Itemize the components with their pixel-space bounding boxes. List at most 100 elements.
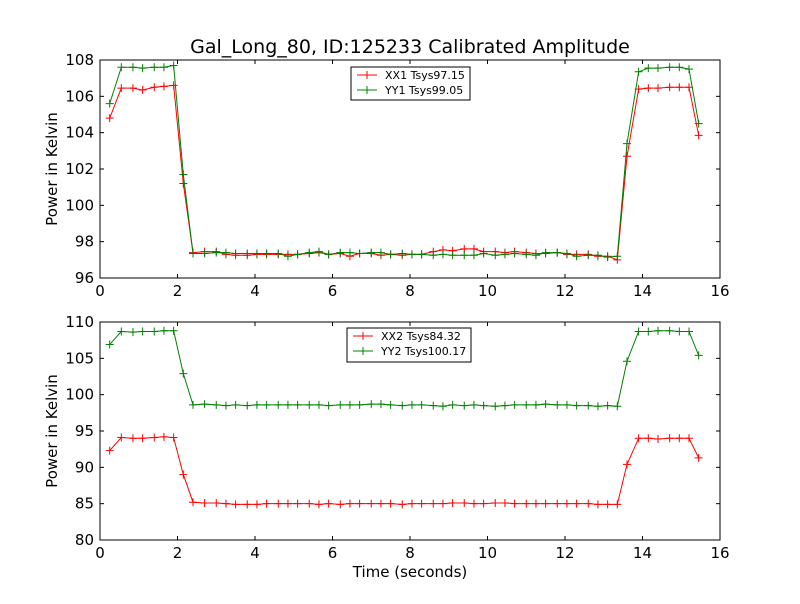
data-point [293,499,302,508]
data-point [345,499,354,508]
data-point [460,401,469,410]
data-point [386,499,395,508]
data-point [562,400,571,409]
data-point [367,400,376,409]
data-point [407,499,416,508]
data-point [105,446,114,455]
x-tick-label: 4 [250,282,260,300]
data-point [675,434,684,443]
legend-box [350,66,471,101]
data-point [231,500,240,509]
y-tick-label: 90 [75,458,94,476]
data-point [252,500,261,509]
data-point [623,460,631,469]
data-point [376,499,385,508]
data-point [417,499,426,508]
data-point [479,401,488,410]
x-tick-label: 8 [405,282,415,300]
legend-box [346,327,472,363]
data-point [159,63,168,72]
data-point [179,470,188,479]
data-point [634,434,643,443]
data-point [283,252,292,261]
data-point [138,434,147,443]
data-point [675,83,684,92]
x-tick-label: 14 [633,282,652,300]
data-point [189,400,197,409]
data-point [200,400,209,409]
data-point [138,64,147,73]
data-point [654,64,662,73]
data-point [105,99,114,108]
x-tick-label: 6 [328,282,338,300]
data-point [613,500,622,509]
data-point [274,499,283,508]
data-point [324,499,333,508]
data-point [355,249,364,258]
data-point [644,64,653,73]
data-point [510,400,519,409]
data-point [593,251,602,260]
data-point [654,434,662,443]
data-point [584,251,593,260]
series-xx2 [105,432,703,509]
data-point [665,326,674,335]
x-tick-label: 12 [555,544,574,562]
data-point [623,357,631,366]
data-point [531,400,540,409]
data-point [212,498,221,507]
data-point [283,499,292,508]
data-point [522,400,531,409]
legend: XX1 Tsys97.15 YY1 Tsys99.05 [350,66,471,101]
data-point [169,61,178,70]
data-point [522,499,531,508]
data-point [293,250,302,259]
data-point [553,248,562,257]
data-point [212,248,221,257]
data-point [634,67,643,76]
data-point [417,400,426,409]
data-point [623,152,631,161]
data-point [105,114,114,123]
data-point [398,401,407,410]
data-point [324,401,333,410]
data-point [644,434,653,443]
data-point [491,251,500,260]
data-point [694,131,703,140]
data-point [367,248,376,257]
data-point [644,327,653,336]
data-point [469,251,478,260]
y-tick-label: 85 [75,495,94,513]
data-point [355,400,364,409]
data-point [541,400,550,409]
data-point [283,400,292,409]
series-line [109,330,700,407]
data-point [522,250,531,259]
data-point [531,499,540,508]
data-point [685,65,693,74]
chart-panel-1: 0 2 4 6 8 10 12 14 16 96 98 100 102 104 106 108 Power in… [43,51,730,300]
data-point [398,249,407,258]
data-point [305,400,314,409]
data-point [274,400,283,409]
data-point [407,250,416,259]
legend-swatch-marker [363,71,371,79]
data-point [252,249,261,258]
data-point [262,249,271,258]
chart-title: Gal_Long_80, ID:125233 Calibrated Amplit… [190,36,630,58]
y-tick-label: 108 [65,51,94,69]
legend-swatch-marker [359,332,367,340]
y-tick-label: 98 [75,233,94,251]
legend: XX2 Tsys84.32 YY2 Tsys100.17 [346,327,472,363]
data-point [159,432,168,441]
data-point [613,402,622,411]
data-point [274,249,283,258]
data-point [448,251,457,260]
y-tick-label: 104 [65,124,94,142]
data-point [189,498,197,507]
data-point [128,328,137,337]
data-point [293,400,302,409]
data-point [665,63,674,72]
series-line [109,64,700,258]
